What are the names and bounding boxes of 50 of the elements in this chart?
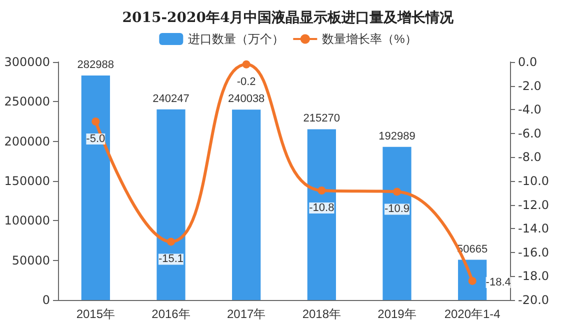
y2-tick-label: -10.0 xyxy=(518,174,550,188)
data-label: 240038 xyxy=(228,93,265,106)
y-tick-label: 300000 xyxy=(4,55,50,69)
x-tick-label: 2017年 xyxy=(226,307,266,321)
data-label: -5.0 xyxy=(86,133,106,145)
y2-tick-label: -14.0 xyxy=(518,222,550,236)
y2-tick-label: -8.0 xyxy=(518,150,542,164)
data-label: -0.2 xyxy=(236,76,256,88)
y-tick-label: 100000 xyxy=(4,214,50,228)
data-label: -10.9 xyxy=(384,203,410,216)
y-tick-label: 150000 xyxy=(4,174,50,188)
y2-tick-label: -12.0 xyxy=(518,198,550,212)
bar xyxy=(382,146,412,300)
point xyxy=(468,276,476,285)
bar xyxy=(458,260,487,300)
x-tick-label: 2019年 xyxy=(378,307,416,321)
chart-title: 2015-2020年4月中国液晶显示板进口量及增长情况 xyxy=(122,9,455,26)
bar xyxy=(307,129,336,300)
y-tick-label: 250000 xyxy=(4,94,50,109)
y2-tick-label: -16.0 xyxy=(518,245,550,260)
x-tick-label: 2020年1-4 xyxy=(444,307,501,321)
y-tick-label: 0 xyxy=(42,293,50,307)
bar xyxy=(156,109,186,300)
y2-tick-label: 0.0 xyxy=(518,55,538,69)
x-tick-label: 2015年 xyxy=(76,307,116,321)
data-label: -18.4 xyxy=(486,276,511,288)
bar xyxy=(81,75,110,300)
y2-tick-label: -4.0 xyxy=(518,102,542,117)
y-tick-label: 50000 xyxy=(12,253,50,268)
point xyxy=(167,238,175,246)
y2-tick-label: -2.0 xyxy=(518,78,542,93)
x-tick-label: 2016年 xyxy=(152,307,190,321)
data-label: 282988 xyxy=(77,58,114,71)
data-label: 215270 xyxy=(303,112,340,125)
x-tick-label: 2018年 xyxy=(302,307,342,321)
legend-label: 进口数量（万个） xyxy=(188,32,284,46)
data-label: 240247 xyxy=(152,92,190,105)
point xyxy=(318,186,326,195)
data-label: -10.8 xyxy=(309,202,334,214)
point xyxy=(393,188,401,196)
data-label: -15.1 xyxy=(158,253,184,266)
data-label: 192989 xyxy=(378,130,416,142)
y-tick-label: 200000 xyxy=(4,134,50,148)
bar xyxy=(232,110,261,300)
y2-tick-label: -18.0 xyxy=(518,269,550,284)
point xyxy=(92,118,100,126)
point xyxy=(242,60,250,68)
y2-tick-label: -6.0 xyxy=(518,126,542,140)
legend-label: 数量增长率（%） xyxy=(322,32,417,46)
y2-tick-label: -20.0 xyxy=(518,293,550,307)
